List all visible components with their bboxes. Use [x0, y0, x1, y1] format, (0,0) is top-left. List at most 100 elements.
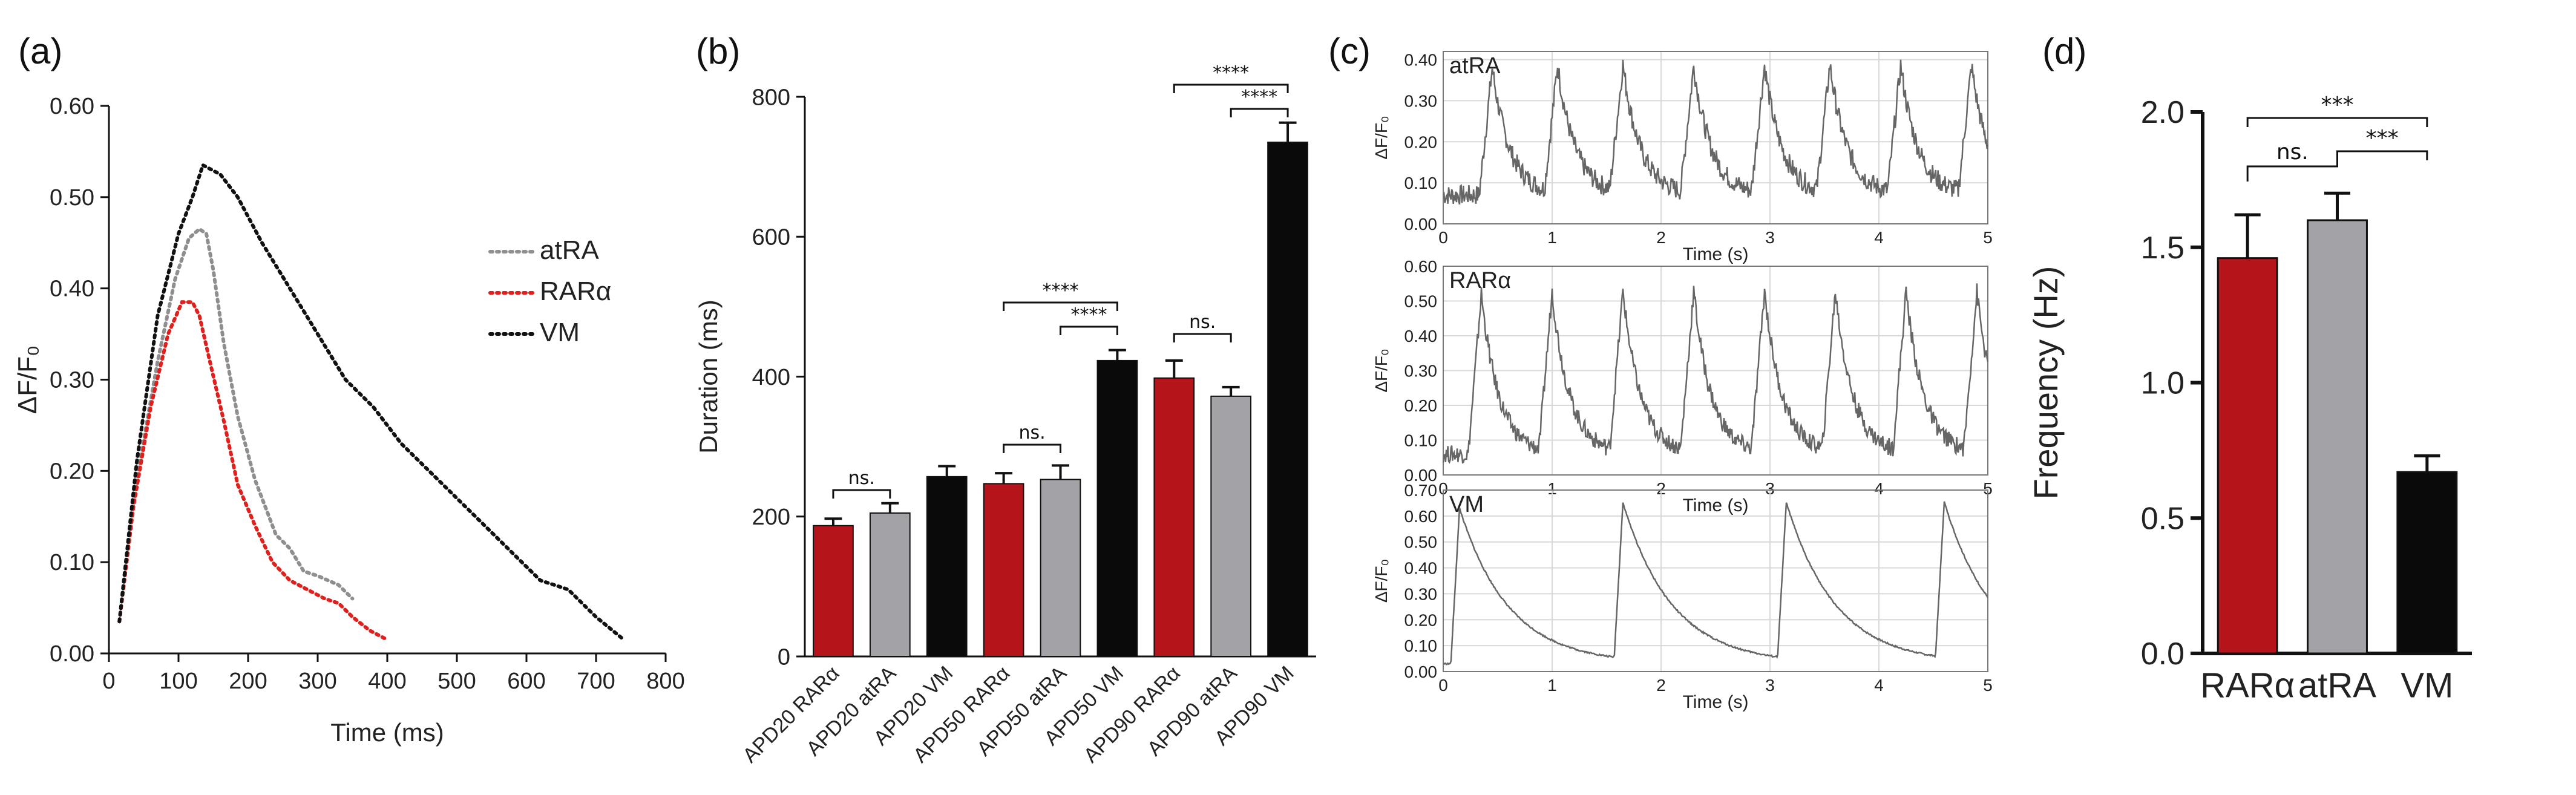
c3-plot-frame	[1443, 489, 1988, 672]
d-y-tick-label: 1.5	[2141, 231, 2184, 266]
c3-y-tick-label: 0.50	[1404, 533, 1438, 552]
c2-y-tick-label: 0.30	[1404, 362, 1438, 381]
c3-x-tick-label: 1	[1547, 676, 1557, 695]
c1-x-tick-label: 1	[1547, 228, 1557, 247]
d-y-tick-label: 0.5	[2141, 501, 2184, 536]
c1-plot-frame	[1443, 51, 1988, 224]
c1-x-tick-label: 4	[1874, 228, 1884, 247]
c3-y-tick-label: 0.70	[1404, 481, 1438, 500]
a-y-tick-label: 0.40	[50, 276, 94, 302]
a-series-RARα-line	[117, 300, 389, 642]
a-x-axis-label: Time (ms)	[330, 718, 444, 747]
panel-a-label: (a)	[18, 31, 62, 71]
c3-y-tick-label: 0.20	[1404, 610, 1438, 629]
a-x-tick-label: 700	[577, 669, 615, 694]
b-bar	[983, 483, 1024, 657]
b-significance-bracket	[1173, 83, 1289, 93]
d-x-tick-label: VM	[2401, 666, 2453, 705]
a-x-tick-label: 400	[368, 669, 406, 694]
d-x-tick-label: RARα	[2200, 666, 2295, 705]
a-legend-label: VM	[540, 318, 580, 347]
b-bar	[1210, 395, 1252, 657]
c3-y-axis-label: ΔF/F₀	[1372, 559, 1391, 603]
c3-y-tick-label: 0.60	[1404, 507, 1438, 526]
c3-x-tick-label: 0	[1438, 676, 1448, 695]
c1-y-tick-label: 0.20	[1404, 132, 1438, 151]
c2-y-tick-label: 0.00	[1404, 466, 1438, 485]
c2-x-tick-label: 0	[1438, 479, 1448, 498]
c1-y-tick-label: 0.30	[1404, 91, 1438, 110]
d-bar	[2396, 471, 2458, 655]
panel-d-bar-chart: 0.0 0.5 1.0 1.5 2.0 Frequency (Hz) RARα atRA VM n…	[2027, 93, 2472, 705]
c3-y-tick-label: 0.00	[1404, 662, 1438, 681]
panel-c-traces: 0.00 0.10 0.20 0.30 0.40 0 1 2 3 4 5 Time (s) ΔF/F₀ a…	[1372, 51, 1993, 712]
a-x-tick-label: 500	[438, 669, 476, 694]
a-x-tick-label: 300	[298, 669, 336, 694]
c2-y-tick-label: 0.40	[1404, 327, 1438, 345]
d-significance-label: ***	[2321, 93, 2354, 117]
d-y-tick-label: 0.0	[2141, 636, 2184, 672]
b-significance-bracket	[1003, 443, 1061, 453]
a-legend-label: atRA	[540, 235, 599, 265]
c3-y-tick-label: 0.30	[1404, 584, 1438, 603]
c2-x-tick-label: 5	[1983, 479, 1993, 498]
b-significance-bracket	[1003, 301, 1118, 311]
c3-trace-label: VM	[1449, 492, 1484, 517]
c3-x-tick-label: 3	[1765, 676, 1775, 695]
c3-x-tick-label: 4	[1874, 676, 1884, 695]
a-series-atRA-line	[117, 226, 355, 624]
b-significance-label: ****	[1043, 280, 1079, 301]
c1-x-tick-label: 5	[1983, 228, 1993, 247]
b-x-tick-label: APD20 RARα	[738, 662, 844, 767]
c3-y-tick-label: 0.40	[1404, 559, 1438, 578]
d-bar	[2307, 219, 2368, 655]
b-bar	[1267, 142, 1308, 657]
c3-x-axis-label: Time (s)	[1683, 692, 1749, 712]
d-y-axis-label: Frequency (Hz)	[2027, 266, 2065, 500]
a-y-tick-label: 0.30	[50, 368, 94, 393]
a-x-tick-label: 800	[646, 669, 684, 694]
b-significance-bracket	[1173, 333, 1232, 342]
c2-y-tick-label: 0.10	[1404, 431, 1438, 450]
b-significance-label: ns.	[1018, 422, 1045, 443]
a-y-tick-label: 0.20	[50, 459, 94, 484]
d-y-tick-label: 1.0	[2141, 366, 2184, 401]
panel-d-label: (d)	[2042, 31, 2086, 71]
panel-a-line-chart: 0.00 0.10 0.20 0.30 0.40 0.50 0.60 0 100 200 300 40…	[13, 94, 685, 747]
a-y-tick-label: 0.00	[50, 641, 94, 667]
a-y-tick-label: 0.50	[50, 185, 94, 211]
c1-x-tick-label: 0	[1438, 228, 1448, 247]
a-legend-label: RARα	[540, 276, 611, 306]
c1-y-tick-label: 0.40	[1404, 51, 1438, 70]
a-y-tick-label: 0.60	[50, 94, 94, 119]
b-significance-bracket	[832, 489, 891, 499]
a-x-tick-label: 600	[507, 669, 545, 694]
c1-trace-line	[1442, 59, 1989, 205]
c2-x-tick-label: 4	[1874, 479, 1884, 498]
b-y-tick-label: 200	[752, 505, 790, 530]
c2-y-axis-label: ΔF/F₀	[1372, 348, 1391, 392]
b-significance-label: ****	[1213, 62, 1249, 83]
c3-x-tick-label: 2	[1656, 676, 1666, 695]
a-x-tick-label: 200	[229, 669, 267, 694]
b-y-tick-label: 600	[752, 225, 790, 250]
b-significance-label: ****	[1070, 304, 1107, 326]
d-significance-label: ***	[2366, 126, 2399, 151]
d-x-tick-label: atRA	[2298, 666, 2376, 705]
c1-y-axis-label: ΔF/F₀	[1372, 116, 1391, 159]
c3-trace-line	[1443, 501, 1989, 666]
b-bar	[926, 476, 968, 657]
a-y-tick-label: 0.10	[50, 550, 94, 575]
c3-y-tick-label: 0.10	[1404, 636, 1438, 655]
c1-x-axis-label: Time (s)	[1683, 244, 1749, 264]
c2-y-tick-label: 0.60	[1404, 257, 1438, 276]
b-y-axis-label: Duration (ms)	[694, 299, 723, 453]
b-y-tick-label: 0	[778, 644, 790, 670]
c3-x-tick-label: 5	[1983, 676, 1993, 695]
panel-b-label: (b)	[696, 31, 740, 71]
b-bar	[1040, 479, 1081, 657]
c1-y-tick-label: 0.00	[1404, 215, 1438, 234]
c2-plot-frame	[1443, 266, 1988, 476]
